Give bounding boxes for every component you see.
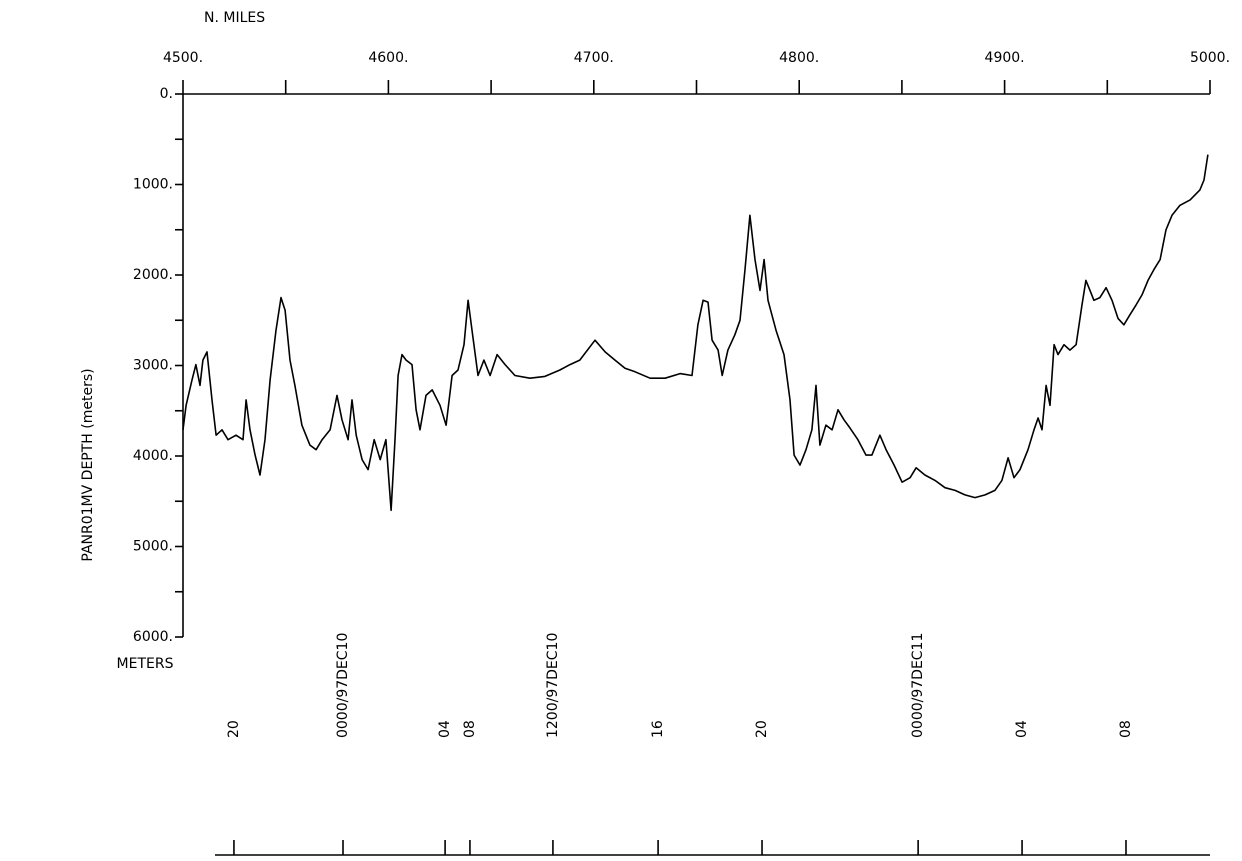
x-tick-label: 4500.	[163, 50, 203, 66]
y-tick-label: 3000.	[133, 358, 173, 374]
y-tick-label: 6000.	[133, 629, 173, 645]
time-tick-label: 16	[650, 720, 666, 738]
y-tick-label: 5000.	[133, 539, 173, 555]
y-tick-label: 2000.	[133, 267, 173, 283]
time-tick-label: 0000/97DEC10	[335, 633, 351, 738]
x-tick-label: 4600.	[368, 50, 408, 66]
y-unit: METERS	[117, 656, 174, 672]
x-tick-label: 5000.	[1190, 50, 1230, 66]
y-axis-title: PANR01MV DEPTH (meters)	[80, 368, 96, 561]
time-tick-label: 1200/97DEC10	[545, 633, 561, 738]
time-tick-label: 0000/97DEC11	[910, 633, 926, 738]
time-tick-label: 04	[437, 720, 453, 738]
time-tick-label: 08	[1118, 720, 1134, 738]
y-tick-label: 1000.	[133, 177, 173, 193]
depth-line	[182, 154, 1209, 512]
y-tick-label: 0.	[160, 86, 173, 102]
x-tick-label: 4800.	[779, 50, 819, 66]
time-tick-label: 20	[754, 720, 770, 738]
time-tick-label: 08	[462, 720, 478, 738]
y-tick-label: 4000.	[133, 448, 173, 464]
x-tick-label: 4700.	[574, 50, 614, 66]
x-tick-label: 4900.	[985, 50, 1025, 66]
time-tick-label: 20	[226, 720, 242, 738]
time-tick-label: 04	[1014, 720, 1030, 738]
x-axis-title: N. MILES	[204, 10, 265, 26]
